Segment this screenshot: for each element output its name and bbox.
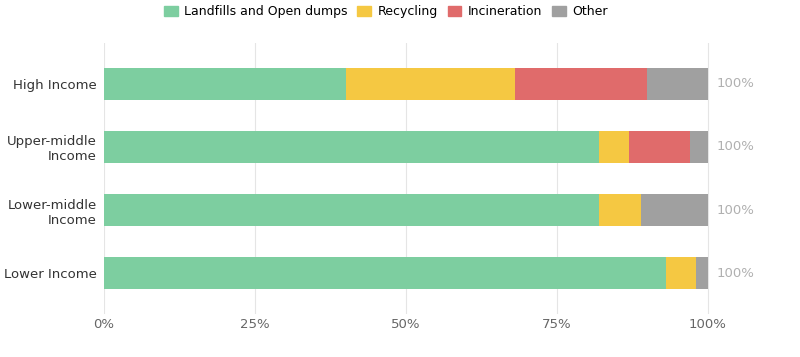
Bar xyxy=(696,257,708,289)
Legend: Landfills and Open dumps, Recycling, Incineration, Other: Landfills and Open dumps, Recycling, Inc… xyxy=(158,0,613,23)
Bar xyxy=(346,68,514,100)
Bar xyxy=(104,131,599,163)
Bar xyxy=(599,131,630,163)
Bar xyxy=(104,257,666,289)
Bar xyxy=(690,131,708,163)
Bar xyxy=(642,194,708,226)
Bar xyxy=(666,257,696,289)
Bar xyxy=(514,68,647,100)
Bar xyxy=(647,68,708,100)
Bar xyxy=(104,68,346,100)
Text: 100%: 100% xyxy=(717,77,754,90)
Text: 100%: 100% xyxy=(717,203,754,217)
Bar xyxy=(104,194,599,226)
Bar xyxy=(630,131,690,163)
Text: 100%: 100% xyxy=(717,140,754,154)
Text: 100%: 100% xyxy=(717,267,754,280)
Bar xyxy=(599,194,642,226)
